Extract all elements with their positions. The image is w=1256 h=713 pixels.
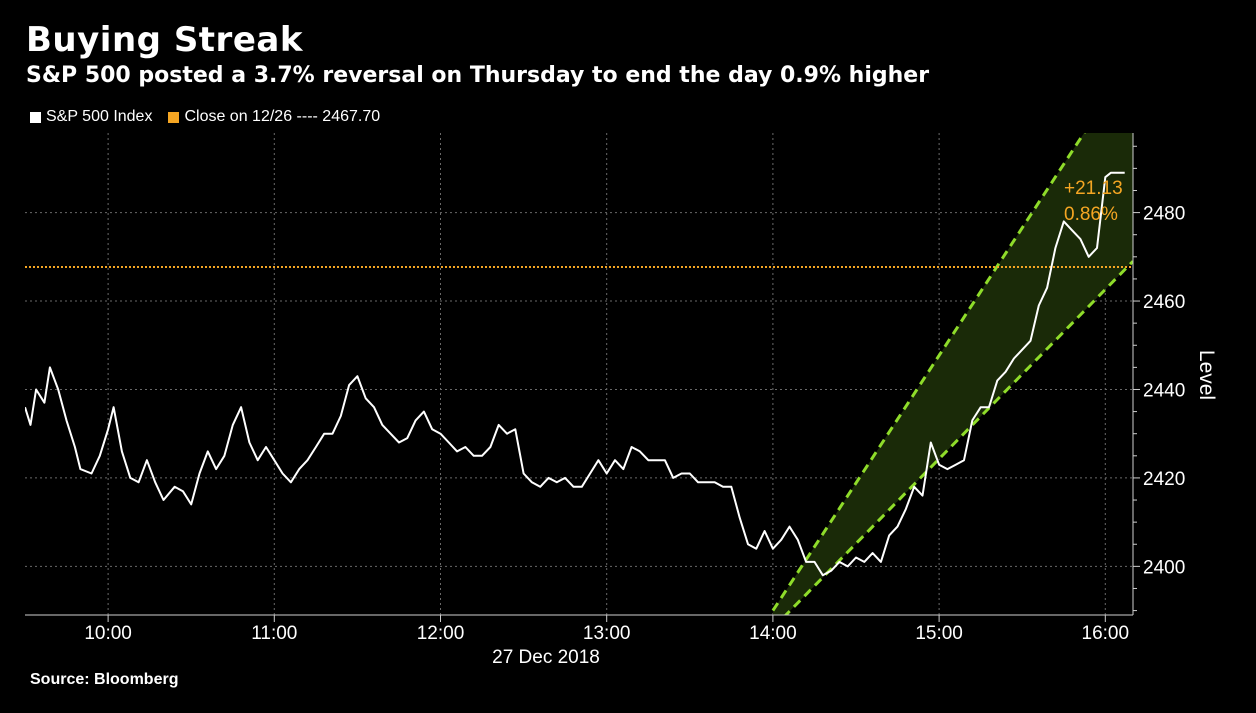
legend-item-index: S&P 500 Index [30,108,152,126]
trend-channel-upper [771,133,1086,612]
legend-swatch-index [30,111,41,123]
x-tick-label-1400: 14:00 [749,623,797,644]
legend-label-index: S&P 500 Index [46,108,153,125]
x-tick-label-1000: 10:00 [84,623,132,644]
legend-swatch-close [168,111,180,123]
trend-channel-lower [783,260,1133,615]
legend-item-close: Close on 12/26 ---- 2467.70 [168,108,380,126]
y-axis-title: Level [1195,350,1218,400]
y-tick-label-2420: 2420 [1143,469,1185,490]
legend-label-close: Close on 12/26 ---- 2467.70 [184,108,381,125]
x-tick-label-1200: 12:00 [417,623,465,644]
legend: S&P 500 Index Close on 12/26 ---- 2467.7… [30,108,380,126]
y-tick-label-2460: 2460 [1143,292,1185,313]
annotation-percent: 0.86% [1064,204,1118,225]
x-tick-label-1600: 16:00 [1082,623,1130,644]
y-tick-label-2440: 2440 [1143,380,1185,401]
chart-title: Buying Streak [26,20,303,60]
series-line-sp500 [25,171,1125,577]
x-tick-label-1300: 13:00 [583,623,631,644]
x-tick-label-1500: 15:00 [915,623,963,644]
source-note: Source: Bloomberg [30,671,179,688]
trend-channel-fill [772,133,1133,615]
x-date-label: 27 Dec 2018 [492,647,600,668]
x-tick-label-1100: 11:00 [251,623,297,644]
y-tick-label-2480: 2480 [1143,204,1185,225]
y-tick-label-2400: 2400 [1143,557,1185,578]
annotation-change: +21.13 [1064,178,1123,199]
chart-subtitle: S&P 500 posted a 3.7% reversal on Thursd… [26,63,930,88]
